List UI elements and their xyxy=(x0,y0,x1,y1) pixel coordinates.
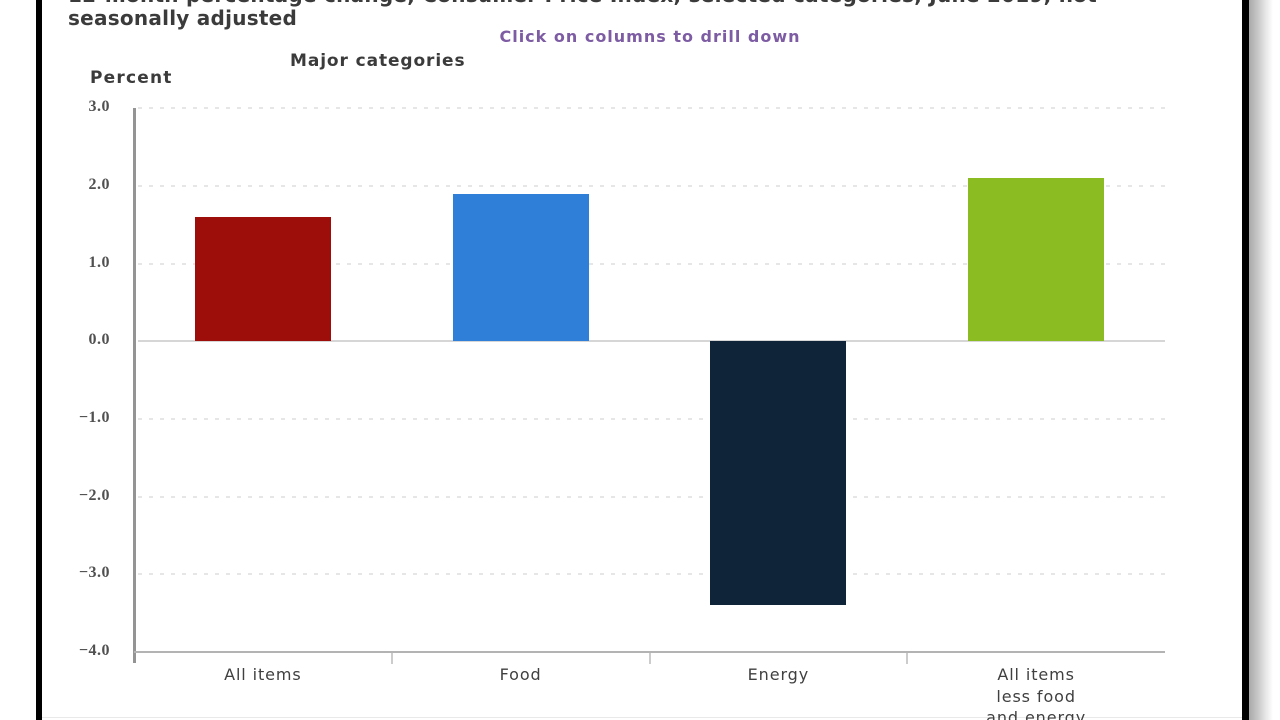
y-axis-line xyxy=(133,108,136,664)
y-axis-title: Percent xyxy=(90,68,173,88)
y-tick-label: −2.0 xyxy=(78,486,110,504)
bar-all-items[interactable] xyxy=(194,216,331,342)
y-tick-label: 2.0 xyxy=(88,175,110,193)
x-category-label-line: Food xyxy=(499,665,542,684)
x-category-label-line: All items xyxy=(997,665,1075,684)
x-axis-tick xyxy=(648,653,651,665)
x-category-label: All items less food and energy xyxy=(907,664,1165,720)
x-category-label: Food xyxy=(392,664,650,686)
gridline--1.0 xyxy=(138,418,1165,420)
x-category-label: Energy xyxy=(650,664,908,686)
gridline-1.0 xyxy=(138,262,1165,265)
bar-energy[interactable] xyxy=(710,341,847,606)
chart-title-line2: seasonally adjusted xyxy=(68,6,298,30)
x-axis-tick xyxy=(390,653,393,665)
bar-all-items-less-food-and-energy[interactable] xyxy=(968,178,1105,342)
x-axis-line xyxy=(134,651,1165,654)
gridline--3.0 xyxy=(138,573,1165,576)
x-axis-tick xyxy=(906,653,909,665)
x-category-label: All items xyxy=(134,664,392,686)
gridline-3.0 xyxy=(138,107,1165,110)
gridline-0.0 xyxy=(138,340,1165,343)
y-tick-label: −4.0 xyxy=(78,642,110,660)
y-tick-label: 0.0 xyxy=(88,331,110,349)
x-category-label-line: Energy xyxy=(747,665,810,684)
chart-title: 12-month percentage change, Consumer Pri… xyxy=(68,0,1228,30)
drilldown-hint: Click on columns to drill down xyxy=(499,27,801,46)
x-category-label-line: less food xyxy=(996,686,1076,706)
y-tick-label: 1.0 xyxy=(88,253,110,271)
gridline-2.0 xyxy=(138,184,1165,187)
frame-right-border xyxy=(1242,0,1249,720)
bar-food[interactable] xyxy=(452,193,589,342)
x-category-label-line: and energy xyxy=(986,708,1087,720)
x-axis-title: Major categories xyxy=(290,51,466,71)
y-tick-label: −3.0 xyxy=(78,564,110,582)
frame-right-shadow xyxy=(1249,0,1273,720)
chart-title-line1: 12-month percentage change, Consumer Pri… xyxy=(68,0,1097,7)
gridline--2.0 xyxy=(138,495,1165,498)
frame-left-border xyxy=(36,0,42,720)
frame-bottom-line xyxy=(42,717,1242,718)
x-category-label-line: All items xyxy=(224,665,302,684)
y-tick-label: −1.0 xyxy=(78,409,110,426)
y-tick-label: 3.0 xyxy=(88,98,110,116)
